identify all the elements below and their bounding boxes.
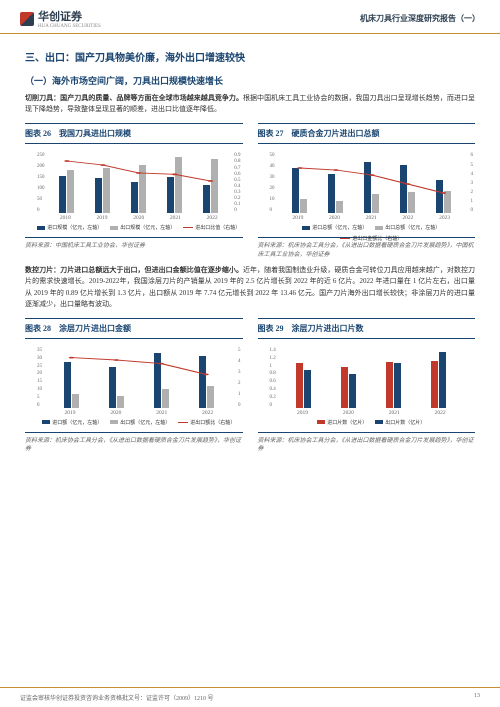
logo-subtext: HUA CHUANG SECURITIES (38, 24, 101, 29)
bar-export (207, 386, 214, 408)
page-header: 华创证券 HUA CHUANG SECURITIES 机床刀具行业深度研究报告（… (0, 0, 500, 34)
bar-export (300, 199, 307, 213)
bar-export (444, 191, 451, 214)
logo: 华创证券 HUA CHUANG SECURITIES (20, 8, 101, 29)
page-footer: 证监会审核华创证券投资咨询业务资格批文号：证监许可（2009）1210 号 13 (0, 687, 500, 707)
bar-import (59, 176, 66, 213)
chart-27-title: 图表 27 硬质合金刀片进出口总额 (258, 123, 476, 144)
charts-row-1: 图表 26 我国刀具进出口规模 05010015020025000.10.20.… (25, 123, 475, 259)
bar-export (103, 168, 110, 214)
chart-28-source: 资料来源：机床协会工具分会，《从进出口数据看硬质合金刀片发展趋势》，华创证券 (25, 437, 243, 454)
bar-import (131, 182, 138, 213)
bar-export (72, 394, 79, 408)
chart-26-title: 图表 26 我国刀具进出口规模 (25, 123, 243, 144)
page-content: 三、出口：国产刀具物美价廉，海外出口增速较快 （一）海外市场空间广阔，刀具出口规… (0, 34, 500, 454)
bar-export (336, 201, 343, 213)
bar-import (364, 162, 371, 214)
bar-import (386, 362, 393, 408)
bar-export (162, 389, 169, 408)
bar-export (67, 170, 74, 213)
bar-import (341, 367, 348, 408)
bar-import (64, 362, 71, 408)
bar-export (439, 352, 446, 408)
chart-27: 图表 27 硬质合金刀片进出口总额 010203040500123456 201… (258, 123, 476, 259)
charts-row-2: 图表 28 涂层刀片进出口金额 05101520253035012345 201… (25, 318, 475, 454)
bar-import (400, 165, 407, 213)
bar-export (372, 194, 379, 213)
bar-import (167, 177, 174, 213)
logo-text: 华创证券 (38, 8, 101, 24)
bar-import (109, 367, 116, 408)
bar-export (349, 374, 356, 407)
bar-export (117, 396, 124, 408)
bar-import (203, 185, 210, 214)
bar-import (436, 180, 443, 214)
para1-lead: 切削刀具：国产刀具的质量、品牌等方面在全球市场越来越具竞争力。 (25, 94, 243, 102)
bar-export (211, 159, 218, 213)
bar-export (139, 165, 146, 213)
logo-mark-icon (20, 12, 34, 26)
bar-import (296, 363, 303, 408)
chart-29-source: 资料来源：机床协会工具分会，《从进出口数据看硬质合金刀片发展趋势》，华创证券 (258, 437, 476, 454)
bar-import (292, 168, 299, 214)
chart-26-area: 05010015020025000.10.20.30.40.50.60.70.8… (25, 148, 243, 238)
chart-27-source: 资料来源：机床协会工具分会，《从进出口数据看硬质合金刀片发展趋势》，中国机床工具… (258, 242, 476, 259)
chart-27-area: 010203040500123456 20192020202120222023 … (258, 148, 476, 238)
bar-import (328, 174, 335, 214)
chart-29-area: 00.20.40.60.811.21.4 2019202020212022 进口… (258, 343, 476, 433)
bar-export (394, 363, 401, 408)
bar-export (408, 192, 415, 214)
bar-export (175, 157, 182, 213)
chart-26-source: 资料来源：中国机床工具工业协会，华创证券 (25, 242, 243, 250)
bar-import (95, 178, 102, 214)
chart-28: 图表 28 涂层刀片进出口金额 05101520253035012345 201… (25, 318, 243, 454)
chart-29-title: 图表 29 涂层刀片进出口片数 (258, 318, 476, 339)
paragraph-1: 切削刀具：国产刀具的质量、品牌等方面在全球市场越来越具竞争力。根据中国机床工具工… (25, 93, 475, 115)
chart-28-title: 图表 28 涂层刀片进出口金额 (25, 318, 243, 339)
bar-import (431, 361, 438, 408)
chart-29: 图表 29 涂层刀片进出口片数 00.20.40.60.811.21.4 201… (258, 318, 476, 454)
bar-export (304, 370, 311, 408)
chart-26: 图表 26 我国刀具进出口规模 05010015020025000.10.20.… (25, 123, 243, 259)
bar-import (199, 356, 206, 407)
paragraph-2: 数控刀片：刀片进口总额远大于出口，但进出口金额比值在逐步缩小。近年，随着我国制造… (25, 265, 475, 310)
footer-left: 证监会审核华创证券投资咨询业务资格批文号：证监许可（2009）1210 号 (20, 693, 214, 702)
section-title: 三、出口：国产刀具物美价廉，海外出口增速较快 (25, 49, 475, 64)
report-title: 机床刀具行业深度研究报告（一） (360, 13, 480, 24)
chart-28-area: 05101520253035012345 2019202020212022 进口… (25, 343, 243, 433)
page-number: 13 (474, 693, 480, 702)
subsection-title: （一）海外市场空间广阔，刀具出口规模快速增长 (25, 74, 475, 87)
para2-lead: 数控刀片：刀片进口总额远大于出口，但进出口金额比值在逐步缩小。 (25, 266, 243, 274)
bar-import (154, 353, 161, 408)
